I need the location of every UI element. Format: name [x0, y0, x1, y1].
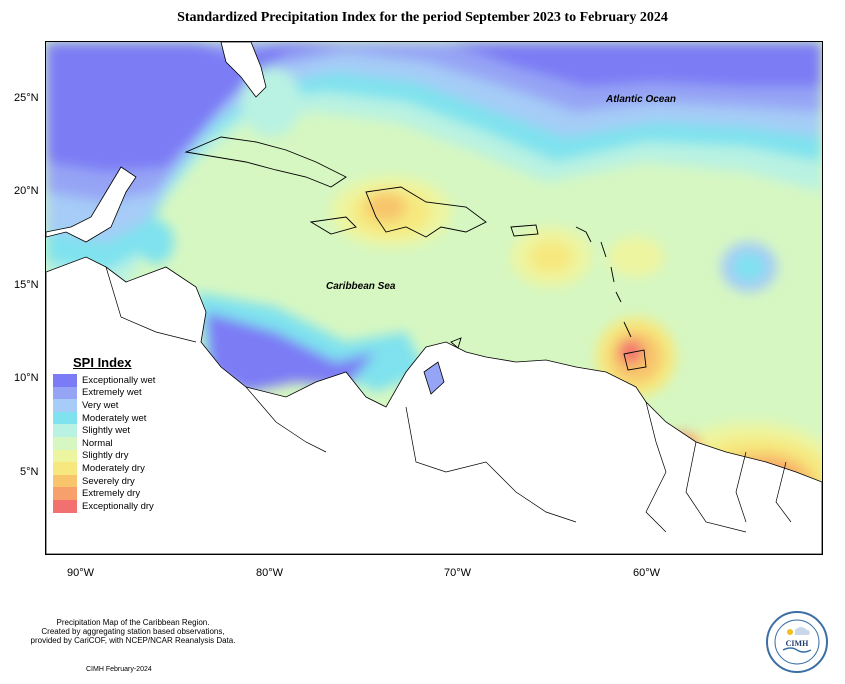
lon-tick-90w: 90°W [67, 567, 95, 579]
legend-item: Extremely dry [53, 487, 165, 500]
lat-tick-20n: 20°N [14, 185, 39, 197]
legend-item: Moderately dry [53, 462, 165, 475]
legend-title: SPI Index [73, 355, 132, 370]
legend-item: Exceptionally dry [53, 499, 165, 513]
svg-text:CIMH: CIMH [786, 639, 809, 648]
legend-swatch [53, 411, 77, 425]
legend-label: Slightly dry [82, 450, 129, 462]
legend-swatch [53, 487, 77, 500]
islands [184, 136, 647, 371]
spi-map [45, 41, 823, 555]
legend-label: Moderately wet [82, 412, 147, 424]
legend-item: Very wet [53, 399, 165, 412]
legend-label: Normal [82, 437, 113, 449]
footer-line-1: Precipitation Map of the Caribbean Regio… [56, 618, 210, 627]
legend-label: Exceptionally dry [82, 500, 154, 512]
lat-tick-15n: 15°N [14, 279, 39, 291]
legend-swatch [53, 436, 77, 450]
legend-swatch [53, 399, 77, 412]
lon-tick-70w: 70°W [444, 567, 472, 579]
legend-swatch [53, 386, 77, 400]
legend-item: Moderately wet [53, 411, 165, 425]
footer-credits: Precipitation Map of the Caribbean Regio… [18, 618, 248, 645]
legend-item: Extremely wet [53, 386, 165, 400]
legend-item: Severely dry [53, 474, 165, 488]
legend-swatch [53, 449, 77, 463]
legend-swatch [53, 474, 77, 488]
legend-item: Slightly dry [53, 449, 165, 463]
legend-label: Slightly wet [82, 425, 131, 437]
lat-tick-5n: 5°N [20, 466, 39, 478]
lon-tick-60w: 60°W [633, 567, 661, 579]
land [46, 42, 822, 554]
footer-date: CIMH February-2024 [86, 666, 152, 673]
caribbean-sea-label: Caribbean Sea [326, 281, 396, 292]
legend-swatch [53, 499, 77, 513]
lat-tick-25n: 25°N [14, 92, 39, 104]
legend-item: Exceptionally wet [53, 374, 165, 387]
lon-tick-80w: 80°W [256, 567, 284, 579]
cimh-logo: CIMH [765, 610, 829, 674]
legend-label: Severely dry [82, 475, 135, 487]
atlantic-ocean-label: Atlantic Ocean [606, 94, 677, 105]
legend-label: Extremely dry [82, 488, 141, 500]
legend-label: Very wet [82, 399, 119, 411]
spi-legend: SPI Index Exceptionally wet Extremely wet… [53, 355, 165, 513]
legend-label: Extremely wet [82, 387, 142, 399]
legend-swatch [53, 462, 77, 475]
legend-swatch [53, 424, 77, 437]
legend-label: Exceptionally wet [82, 374, 156, 386]
map-title: Standardized Precipitation Index for the… [177, 10, 668, 25]
legend-item: Normal [53, 436, 165, 450]
legend-swatch [53, 374, 77, 387]
footer-line-2: Created by aggregating station based obs… [41, 627, 225, 636]
borders [105, 266, 792, 533]
lat-tick-10n: 10°N [14, 372, 39, 384]
footer-line-3: provided by CariCOF, with NCEP/NCAR Rean… [30, 636, 236, 645]
map-canvas [46, 42, 822, 554]
legend-label: Moderately dry [82, 462, 145, 474]
legend-item: Slightly wet [53, 424, 165, 437]
